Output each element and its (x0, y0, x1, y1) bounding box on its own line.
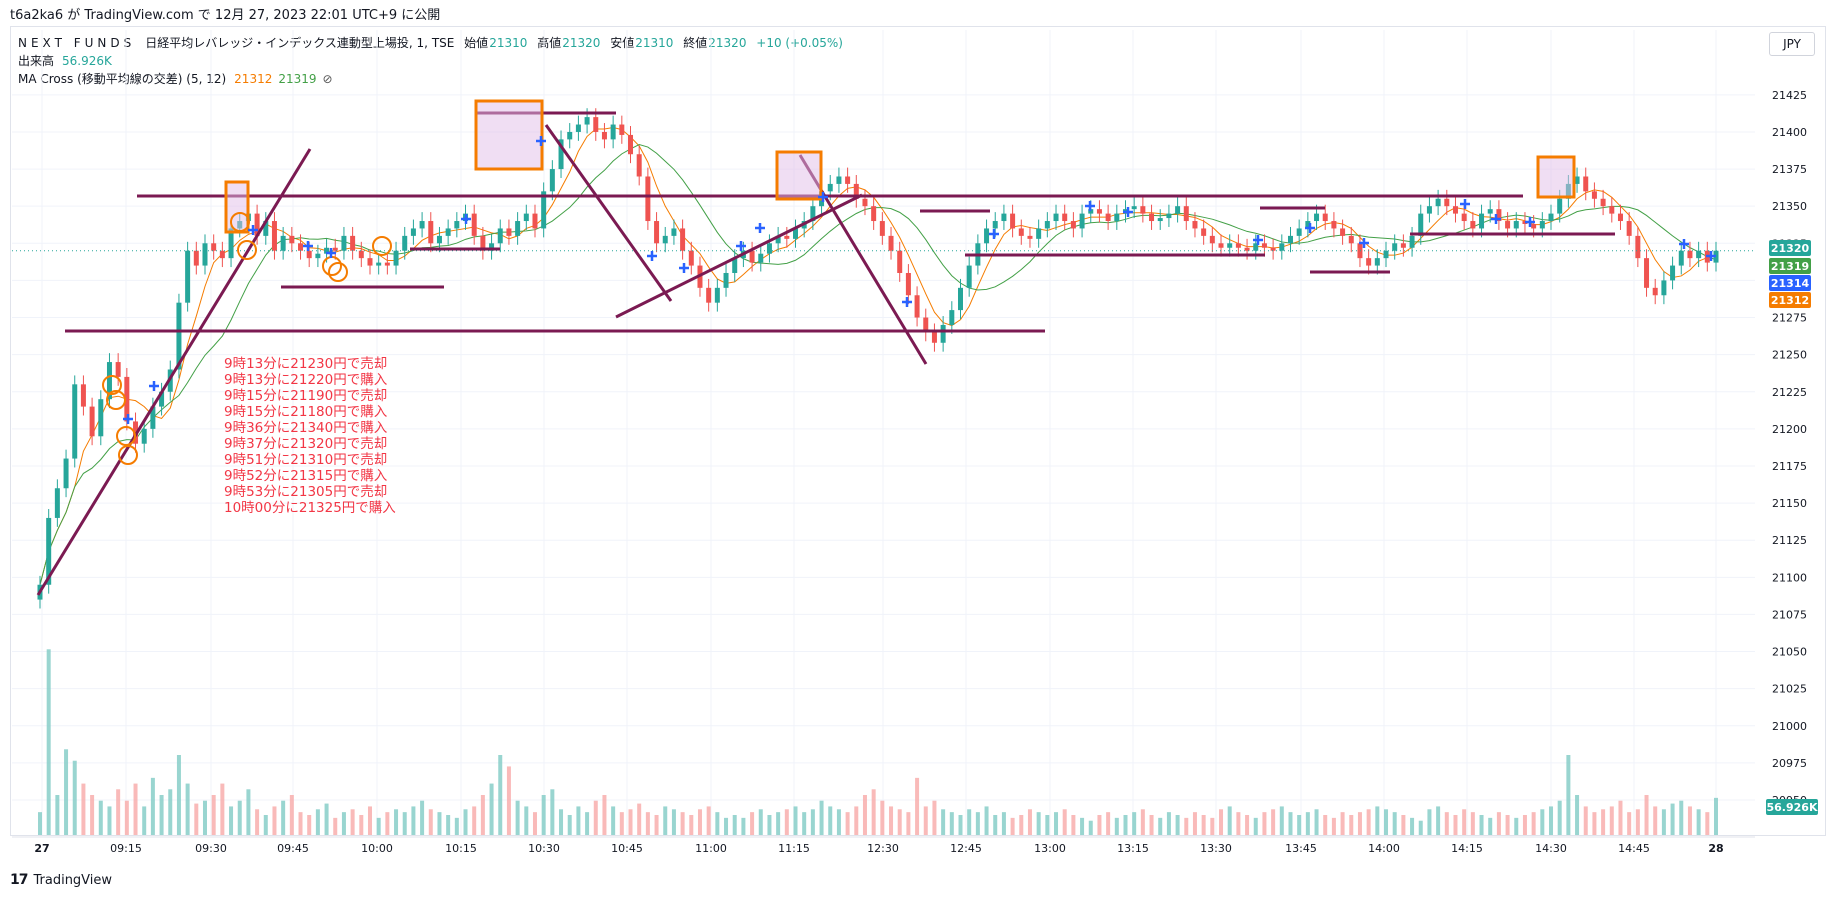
x-tick-label: 14:15 (1451, 842, 1483, 855)
chart-legend: NEXT FUNDS 日経平均レバレッジ・インデックス連動型上場投, 1, TSE… (18, 34, 843, 88)
x-tick-label: 13:45 (1285, 842, 1317, 855)
symbol-name: 日経平均レバレッジ・インデックス連動型上場投 (145, 36, 409, 50)
symbol-label[interactable]: NEXT FUNDS (18, 36, 136, 50)
volume-label: 出来高 (18, 54, 55, 68)
x-tick-label: 13:30 (1200, 842, 1232, 855)
x-tick-label: 09:15 (110, 842, 142, 855)
ma12-value: 21319 (278, 72, 317, 86)
x-tick-label: 09:30 (195, 842, 227, 855)
volume-value: 56.926K (62, 54, 112, 68)
tradingview-logo-text: TradingView (33, 872, 113, 888)
legend-ma-row[interactable]: MA Cross (移動平均線の交差) (5, 12) 21312 21319 ⊘ (18, 70, 843, 88)
ma5-value: 21312 (234, 72, 273, 86)
tradingview-logo-icon: 𝟭𝟳 (10, 872, 29, 888)
x-tick-label: 27 (34, 842, 49, 855)
ma-cross-label: MA Cross (移動平均線の交差) (5, 12) (18, 72, 227, 86)
x-tick-label: 10:15 (445, 842, 477, 855)
interval-label: 1 (416, 36, 425, 50)
x-tick-label: 13:00 (1034, 842, 1066, 855)
x-tick-label: 14:30 (1535, 842, 1567, 855)
x-tick-label: 09:45 (277, 842, 309, 855)
chart-frame[interactable] (10, 26, 1826, 836)
x-tick-label: 11:15 (778, 842, 810, 855)
x-tick-label: 11:00 (695, 842, 727, 855)
x-tick-label: 10:45 (611, 842, 643, 855)
legend-symbol-row: NEXT FUNDS 日経平均レバレッジ・インデックス連動型上場投, 1, TSE… (18, 36, 843, 50)
x-tick-label: 28 (1708, 842, 1723, 855)
open-value: 21310 (489, 36, 528, 50)
x-tick-label: 14:00 (1368, 842, 1400, 855)
low-value: 21310 (635, 36, 674, 50)
close-label: 終値 (683, 36, 708, 50)
x-tick-label: 10:30 (528, 842, 560, 855)
high-label: 高値 (537, 36, 562, 50)
hidden-eye-icon[interactable]: ⊘ (322, 72, 333, 86)
x-tick-label: 12:45 (950, 842, 982, 855)
exchange-label: TSE (431, 36, 455, 50)
low-label: 安値 (610, 36, 635, 50)
currency-button[interactable]: JPY (1769, 32, 1815, 56)
x-tick-label: 13:15 (1117, 842, 1149, 855)
x-tick-label: 10:00 (361, 842, 393, 855)
close-value: 21320 (708, 36, 747, 50)
x-tick-label: 12:30 (867, 842, 899, 855)
open-label: 始値 (464, 36, 489, 50)
change-value: +10 (+0.05%) (756, 36, 843, 50)
high-value: 21320 (562, 36, 601, 50)
legend-volume-row[interactable]: 出来高 56.926K (18, 52, 843, 70)
publish-caption: t6a2ka6 が TradingView.com で 12月 27, 2023… (10, 8, 441, 23)
x-tick-label: 14:45 (1618, 842, 1650, 855)
tradingview-logo[interactable]: 𝟭𝟳 TradingView (10, 872, 112, 888)
